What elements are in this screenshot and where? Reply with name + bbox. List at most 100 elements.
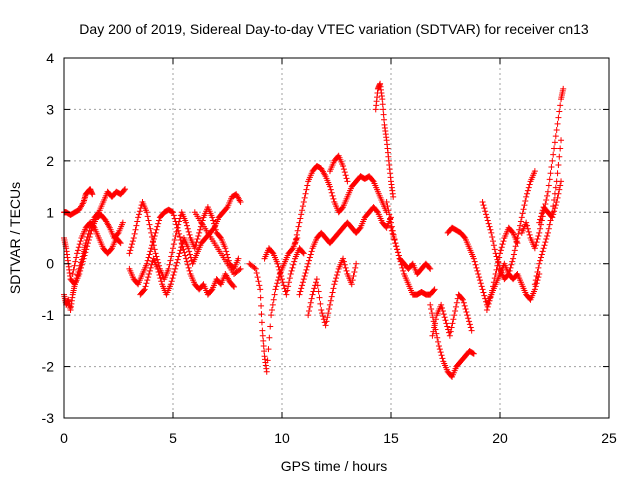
data-point	[554, 170, 561, 177]
data-point	[515, 230, 522, 237]
data-point	[483, 214, 490, 221]
data-point	[152, 250, 159, 257]
series-track-15	[372, 80, 397, 200]
data-point	[536, 219, 543, 226]
data-point	[131, 230, 138, 237]
data-point	[474, 267, 481, 274]
series-track-4	[69, 219, 124, 277]
data-point	[545, 182, 552, 189]
data-point	[299, 203, 306, 210]
data-point	[170, 241, 177, 248]
data-point	[490, 238, 497, 245]
data-point	[512, 243, 519, 250]
data-point	[383, 199, 390, 205]
data-point	[379, 101, 386, 108]
data-point	[310, 288, 317, 295]
data-point	[448, 324, 455, 331]
data-point	[557, 182, 564, 189]
data-point	[196, 229, 203, 236]
data-point	[386, 211, 393, 218]
data-point	[553, 127, 560, 133]
data-point	[147, 248, 154, 255]
data-point	[135, 211, 142, 218]
data-point	[495, 259, 502, 266]
data-point	[325, 310, 332, 317]
data-point	[299, 282, 306, 289]
data-point	[316, 294, 323, 301]
data-point	[439, 355, 446, 362]
data-point	[468, 327, 475, 334]
data-point	[477, 280, 484, 287]
data-point	[466, 321, 473, 328]
data-point	[343, 175, 350, 182]
data-point	[399, 264, 406, 271]
data-point	[288, 267, 295, 274]
data-point	[554, 194, 561, 201]
data-point	[539, 248, 546, 255]
data-point	[342, 172, 349, 179]
data-point	[470, 350, 477, 357]
data-point	[260, 337, 267, 344]
data-point	[547, 217, 554, 224]
data-point	[460, 299, 467, 306]
data-point	[428, 305, 435, 312]
data-point	[126, 250, 133, 257]
data-point	[513, 239, 520, 246]
data-point	[83, 246, 90, 253]
series-track-10	[261, 245, 307, 298]
data-point	[224, 251, 231, 258]
data-point	[75, 244, 82, 251]
data-point	[319, 310, 326, 317]
data-point	[384, 203, 391, 210]
data-point	[185, 264, 192, 271]
data-point	[436, 346, 443, 353]
data-point	[264, 357, 271, 364]
data-point	[499, 241, 506, 248]
data-point	[143, 280, 150, 287]
data-point	[175, 253, 182, 260]
data-point	[326, 301, 333, 308]
data-point	[535, 264, 542, 271]
data-point	[297, 215, 304, 222]
data-point	[172, 232, 179, 239]
data-point	[134, 218, 141, 225]
data-point	[473, 264, 480, 271]
data-point	[538, 210, 545, 217]
data-point	[278, 273, 285, 280]
data-point	[194, 236, 201, 243]
data-point	[298, 285, 305, 292]
data-point	[147, 264, 154, 271]
data-point	[385, 207, 392, 214]
data-point	[525, 228, 532, 235]
data-point	[277, 269, 284, 276]
data-point	[509, 228, 516, 235]
data-point	[484, 217, 491, 224]
data-point	[543, 236, 550, 243]
data-point	[552, 202, 559, 209]
data-point	[441, 314, 448, 321]
data-point	[328, 189, 335, 196]
data-point	[524, 190, 531, 197]
data-point	[173, 262, 180, 269]
data-point	[144, 277, 151, 284]
data-point	[430, 328, 437, 335]
data-point	[308, 248, 315, 255]
data-point	[558, 137, 565, 144]
data-point	[167, 257, 174, 264]
data-point	[476, 274, 483, 281]
data-point	[485, 220, 492, 227]
data-point	[296, 291, 303, 298]
data-point	[538, 251, 545, 258]
y-tick-label: -2	[42, 359, 55, 375]
data-point	[452, 308, 459, 315]
data-point	[185, 245, 192, 252]
data-point	[452, 303, 459, 310]
data-point	[175, 227, 182, 234]
data-point	[178, 244, 185, 251]
data-point	[519, 210, 526, 217]
data-point	[269, 301, 276, 308]
data-point	[319, 313, 326, 320]
data-point	[545, 225, 552, 232]
y-tick-label: 3	[46, 101, 54, 117]
data-point	[251, 264, 258, 271]
